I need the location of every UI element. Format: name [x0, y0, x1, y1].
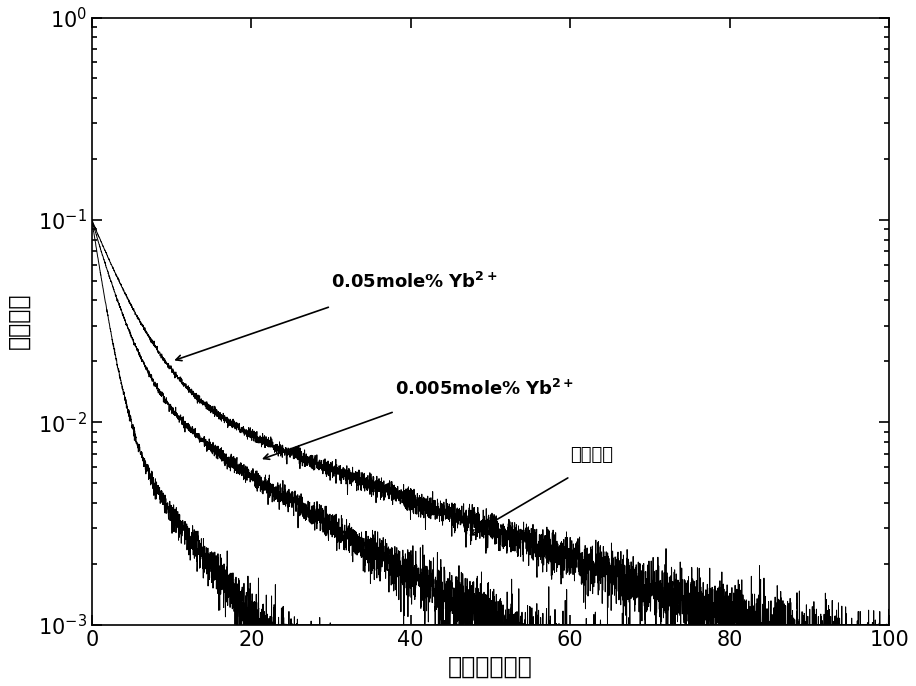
- Y-axis label: 标准强度: 标准强度: [7, 293, 31, 349]
- Text: 未共掺杂: 未共掺杂: [571, 447, 613, 464]
- Text: $\mathbf{0.05}$$\mathbf{mole\%\ Yb}$$^{\mathbf{2+}}$: $\mathbf{0.05}$$\mathbf{mole\%\ Yb}$$^{\…: [331, 272, 497, 292]
- Text: $\mathbf{0.005}$$\mathbf{mole\%\ Yb}$$^{\mathbf{2+}}$: $\mathbf{0.005}$$\mathbf{mole\%\ Yb}$$^{…: [395, 379, 573, 399]
- X-axis label: 时间（毫秒）: 时间（毫秒）: [448, 655, 533, 679]
